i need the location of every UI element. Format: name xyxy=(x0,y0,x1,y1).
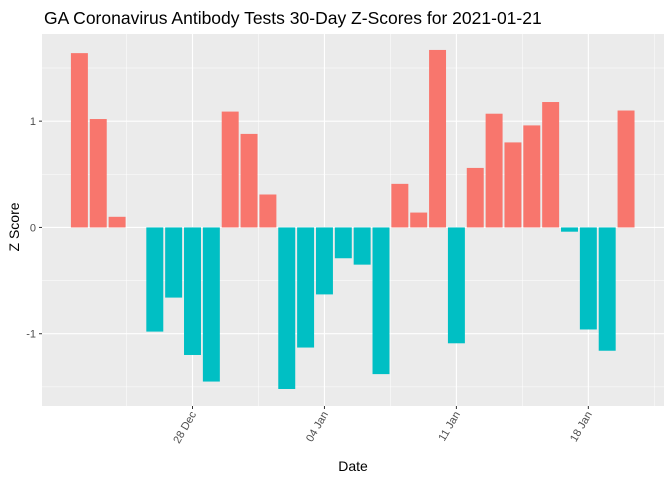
x-tick-label: 28 Dec xyxy=(171,409,199,446)
bar xyxy=(315,227,333,295)
bar xyxy=(184,227,201,355)
bar xyxy=(579,227,597,330)
bar xyxy=(542,102,560,228)
bar xyxy=(466,167,484,228)
y-tick-label: 0 xyxy=(30,222,36,234)
bar xyxy=(70,53,88,228)
bar xyxy=(617,110,635,228)
chart-title: GA Coronavirus Antibody Tests 30-Day Z-S… xyxy=(44,8,542,28)
y-tick-label: -1 xyxy=(26,329,36,341)
bar xyxy=(89,119,107,228)
bar xyxy=(240,133,258,228)
x-axis-title: Date xyxy=(338,458,368,474)
bar xyxy=(146,227,164,332)
bar xyxy=(391,183,409,228)
bar xyxy=(429,49,447,228)
bar xyxy=(598,227,616,351)
bar xyxy=(447,227,465,344)
bar xyxy=(353,227,371,265)
x-tick-label: 18 Jan xyxy=(568,410,595,445)
bar xyxy=(523,125,541,228)
bar xyxy=(334,227,352,259)
x-tick-label: 04 Jan xyxy=(304,410,331,445)
bar xyxy=(202,227,220,382)
bars xyxy=(70,49,635,389)
bar xyxy=(372,227,390,375)
y-tick-label: 1 xyxy=(30,116,36,128)
y-axis-ticks: -1 0 1 xyxy=(26,116,42,341)
bar xyxy=(485,113,503,228)
x-axis-ticks: 28 Dec 04 Jan 11 Jan 18 Jan xyxy=(171,406,595,446)
x-tick-label: 11 Jan xyxy=(436,410,463,444)
bar xyxy=(278,227,296,389)
plot-panel xyxy=(42,34,664,406)
bar xyxy=(561,227,578,232)
bar xyxy=(221,111,239,228)
bar xyxy=(504,142,522,228)
bar xyxy=(165,227,183,298)
bar xyxy=(108,216,126,228)
bar xyxy=(410,212,428,228)
y-axis-title: Z Score xyxy=(6,202,22,251)
bar xyxy=(297,227,315,348)
bar xyxy=(259,194,277,228)
